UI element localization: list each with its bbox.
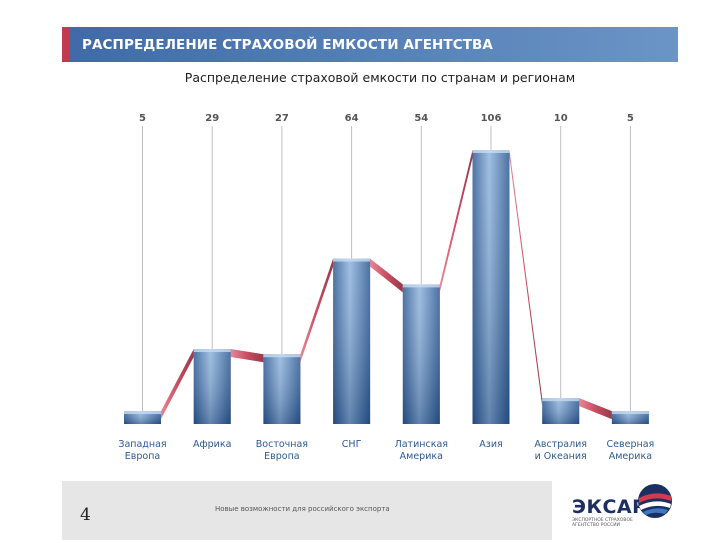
slide-title: РАСПРЕДЕЛЕНИЕ СТРАХОВОЙ ЕМКОСТИ АГЕНТСТВ…: [82, 37, 493, 53]
value-label: 106: [481, 113, 502, 124]
category-label: Латинская: [395, 439, 448, 450]
value-label: 10: [554, 113, 568, 124]
connector-ribbon: [230, 349, 264, 363]
value-label: 5: [139, 113, 146, 124]
value-label: 64: [345, 113, 359, 124]
connector-ribbon: [509, 150, 543, 407]
category-label: Австралия: [534, 439, 587, 450]
category-label: и Океания: [535, 451, 587, 462]
category-label: Европа: [125, 451, 160, 462]
bar-top-highlight: [472, 150, 510, 153]
bar-top-highlight: [333, 258, 371, 262]
bar-top-highlight: [263, 354, 301, 358]
bar-top-highlight: [542, 398, 580, 402]
bar-shade: [472, 150, 510, 424]
bar-top-highlight: [193, 349, 231, 353]
chart-title: Распределение страховой емкости по стран…: [184, 70, 576, 85]
bar-shade: [263, 354, 301, 424]
category-label: Западная: [118, 439, 166, 450]
connector-ribbon: [161, 349, 194, 420]
logo-name: ЭКСАР: [572, 496, 647, 518]
value-label: 5: [627, 113, 634, 124]
bar-top-highlight: [124, 411, 161, 415]
bar-shade: [542, 398, 580, 424]
page-number: 4: [80, 505, 91, 525]
logo-subtitle: ЭКСПОРТНОЕ СТРАХОВОЕ АГЕНТСТВО РОССИИ: [572, 518, 633, 528]
category-label: Африка: [193, 439, 231, 450]
value-label: 29: [205, 113, 219, 124]
bar-shade: [124, 411, 161, 424]
header-bar: [62, 27, 678, 62]
category-label: Америка: [400, 451, 443, 462]
globe-logo-icon: [638, 484, 672, 518]
bar-top-highlight: [611, 411, 649, 415]
connector-ribbon: [439, 150, 473, 293]
category-label: Америка: [609, 451, 652, 462]
value-label: 27: [275, 113, 289, 124]
category-label: Азия: [479, 439, 502, 450]
bar-shade: [402, 284, 440, 424]
bar-shade: [193, 349, 231, 424]
category-label: Европа: [264, 451, 299, 462]
connector-ribbon: [370, 258, 403, 293]
header-accent: [62, 27, 70, 62]
bar-shade: [333, 258, 371, 424]
bar-shade: [611, 411, 649, 424]
bar-top-highlight: [402, 284, 440, 288]
category-label: СНГ: [342, 439, 362, 450]
category-label: Восточная: [256, 439, 308, 450]
footer-bar: [62, 481, 552, 540]
connector-ribbon: [300, 258, 334, 363]
value-label: 54: [414, 113, 428, 124]
connector-ribbon: [579, 398, 612, 420]
category-label: Северная: [607, 439, 655, 450]
footer-tagline: Новые возможности для российского экспор…: [215, 505, 390, 513]
